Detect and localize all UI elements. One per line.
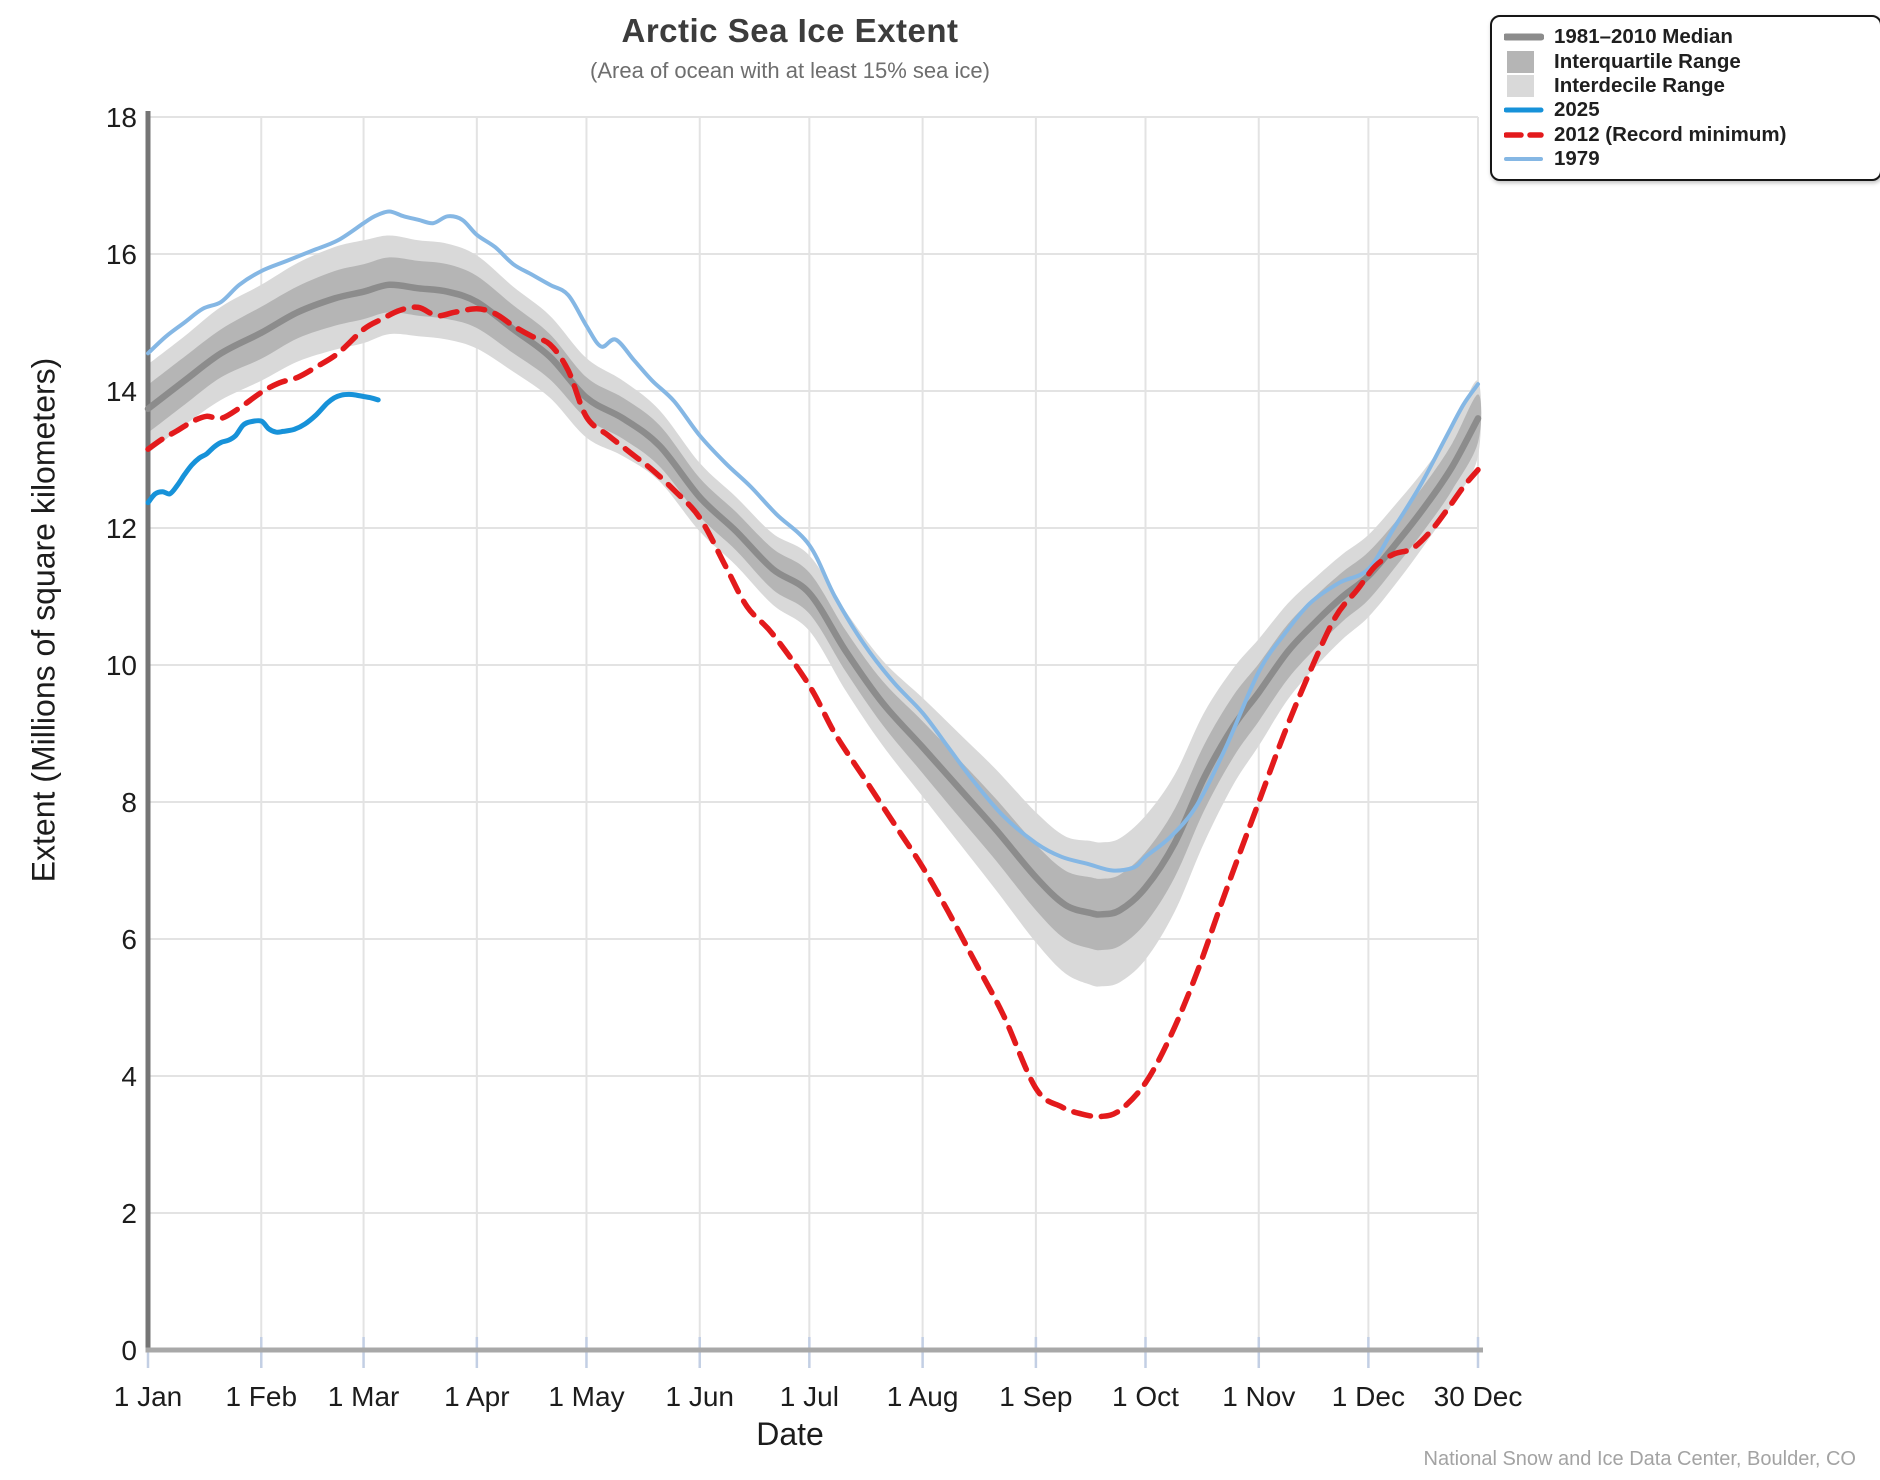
x-tick-label: 1 Sep [999, 1381, 1072, 1412]
x-tick-label: 1 Nov [1222, 1381, 1295, 1412]
legend-item-2012-record-minimum[interactable]: 2012 (Record minimum) [1504, 123, 1868, 147]
y-tick-label: 4 [121, 1061, 137, 1092]
legend-item-1979[interactable]: 1979 [1504, 147, 1868, 171]
line-swatch [1504, 157, 1543, 162]
legend-item-1981-2010-median[interactable]: 1981–2010 Median [1504, 25, 1868, 49]
x-tick-label: 1 Jan [114, 1381, 183, 1412]
line-swatch [1504, 33, 1544, 41]
box-swatch [1507, 74, 1534, 97]
y-tick-label: 2 [121, 1198, 137, 1229]
series-line-median [144, 281, 1482, 918]
chart-subtitle: (Area of ocean with at least 15% sea ice… [590, 58, 990, 83]
legend-item-label: 2012 (Record minimum) [1554, 122, 1787, 146]
legend-item-label: 2025 [1554, 98, 1600, 122]
y-tick-label: 12 [106, 513, 137, 544]
legend-item-2025[interactable]: 2025 [1504, 98, 1868, 122]
x-tick-label: 1 Apr [444, 1381, 509, 1412]
x-tick-label: 1 Mar [328, 1381, 400, 1412]
x-tick-label: 1 Aug [887, 1381, 959, 1412]
y-tick-label: 8 [121, 787, 137, 818]
x-axis-title: Date [756, 1416, 824, 1452]
x-tick-label: 1 Jun [665, 1381, 734, 1412]
legend-item-label: 1981–2010 Median [1554, 25, 1733, 49]
x-tick-label: 1 Jul [780, 1381, 839, 1412]
box-swatch [1507, 50, 1534, 73]
y-tick-label: 6 [121, 924, 137, 955]
series-line-y2012 [145, 304, 1481, 1120]
legend-item-label: 1979 [1554, 147, 1600, 171]
y-tick-label: 14 [106, 376, 137, 407]
y-axis-title: Extent (Millions of square kilometers) [25, 357, 62, 883]
credit-text: National Snow and Ice Data Center, Bould… [1423, 1448, 1856, 1470]
series-line-y2025 [145, 391, 381, 506]
dashed-line-swatch [1504, 132, 1544, 138]
x-tick-label: 1 Feb [225, 1381, 297, 1412]
x-tick-label: 1 Oct [1112, 1381, 1179, 1412]
legend-item-interdecile-range[interactable]: Interdecile Range [1504, 74, 1868, 98]
y-tick-label: 18 [106, 102, 137, 133]
legend-item-label: Interdecile Range [1554, 73, 1725, 97]
x-tick-label: 1 Dec [1332, 1381, 1405, 1412]
chart-title: Arctic Sea Ice Extent [621, 12, 959, 49]
line-swatch [1504, 107, 1544, 113]
x-tick-label: 30 Dec [1434, 1381, 1523, 1412]
legend: 1981–2010 Median Interquartile Range Inter… [1490, 15, 1880, 182]
y-tick-label: 10 [106, 650, 137, 681]
y-tick-label: 0 [121, 1335, 137, 1366]
x-tick-label: 1 May [548, 1381, 624, 1412]
series-line-y1979 [146, 209, 1480, 873]
legend-item-interquartile-range[interactable]: Interquartile Range [1504, 49, 1868, 73]
legend-item-label: Interquartile Range [1554, 49, 1741, 73]
y-tick-label: 16 [106, 239, 137, 270]
